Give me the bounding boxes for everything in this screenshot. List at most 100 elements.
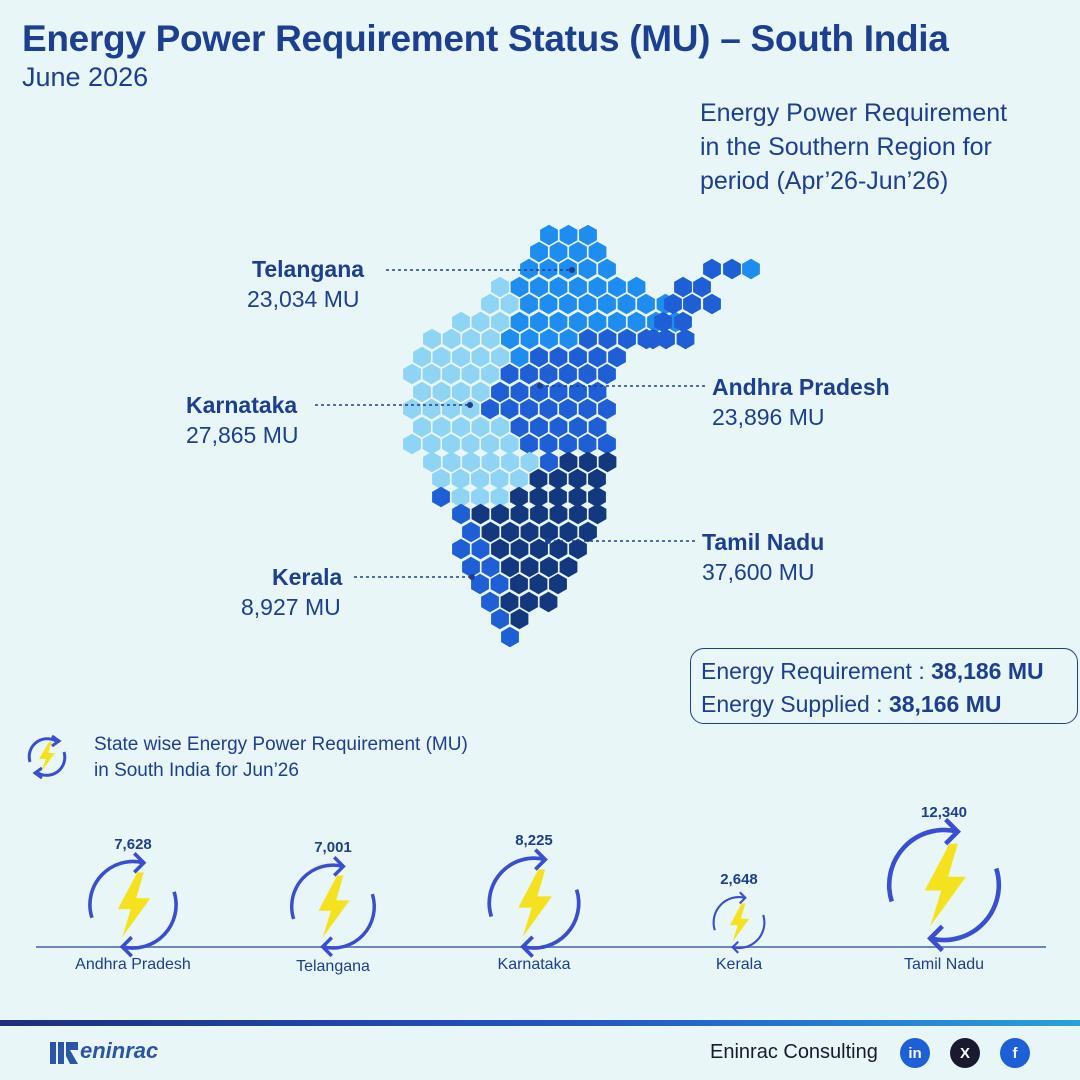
hex-cell-andhra	[569, 346, 587, 368]
hex-cell-tamil	[491, 538, 509, 560]
hex-cell-telangana	[559, 328, 578, 350]
hex-cell-andhra	[664, 293, 682, 315]
hex-cell-karnataka	[422, 433, 441, 455]
hex-cell-andhra	[569, 381, 587, 403]
hex-cell-andhra	[549, 381, 568, 403]
hex-cell-karnataka	[471, 311, 490, 333]
eninrac-logo-icon	[50, 1042, 78, 1064]
hex-cell-andhra	[539, 363, 558, 385]
hex-cell-karnataka	[490, 468, 509, 490]
hex-cell-tamil	[501, 521, 519, 543]
facebook-icon[interactable]: f	[1000, 1038, 1030, 1068]
hex-cell-telangana	[520, 293, 538, 315]
hex-cell-tamil	[500, 591, 519, 613]
leader-dot-telangana	[569, 267, 575, 273]
leader-dot-kerala	[469, 574, 475, 580]
hex-cell-karnataka	[500, 293, 519, 315]
state-name-telangana: Telangana	[252, 256, 365, 282]
hex-cell-tamil	[529, 486, 548, 508]
hex-cell-tamil	[520, 556, 539, 578]
hex-cell-karnataka	[423, 328, 441, 350]
hex-cell-karnataka	[491, 276, 509, 298]
hex-cell-andhra	[510, 416, 529, 438]
hex-cell-karnataka	[452, 346, 470, 368]
hex-cell-tamil	[588, 503, 607, 525]
hex-cell-andhra	[540, 451, 558, 473]
hex-cell-karnataka	[471, 468, 489, 490]
label-karnataka: Karnataka	[186, 392, 297, 419]
energy-supplied-label: Energy Supplied :	[701, 691, 889, 717]
hex-cell-telangana	[540, 328, 558, 350]
state-value-karnataka: 27,865 MU	[186, 422, 299, 448]
hex-cell-andhra	[618, 328, 636, 350]
hex-cell-telangana	[540, 224, 558, 246]
hex-cell-andhra	[452, 538, 470, 560]
hex-cell-tamil	[510, 538, 529, 560]
hex-cell-tamil	[568, 468, 587, 490]
hex-cell-tamil	[510, 503, 529, 525]
hex-cell-andhra	[674, 311, 692, 333]
hex-cell-andhra	[703, 258, 721, 280]
hex-cell-tamil	[540, 521, 558, 543]
summary-box: Energy Requirement : 38,186 MU Energy Su…	[690, 648, 1078, 724]
label-telangana: Telangana	[252, 256, 364, 283]
hex-cell-andhra	[520, 398, 538, 420]
hex-cell-tamil	[510, 608, 529, 630]
hex-cell-telangana	[588, 311, 607, 333]
section-title: State wise Energy Power Requirement (MU)…	[94, 732, 468, 784]
hex-cell-andhra	[569, 416, 587, 438]
hex-cell-andhra	[598, 433, 616, 455]
hex-cell-telangana	[627, 276, 646, 298]
hex-cell-karnataka	[422, 398, 441, 420]
hex-cell-karnataka	[520, 451, 539, 473]
hex-cell-karnataka	[510, 468, 528, 490]
hex-cell-tamil	[569, 538, 587, 560]
state-name-karnataka: Karnataka	[186, 392, 298, 418]
x-icon[interactable]: X	[950, 1038, 980, 1068]
hex-cell-andhra	[608, 346, 626, 368]
state-name-tamil: Tamil Nadu	[702, 529, 825, 555]
linkedin-icon[interactable]: in	[900, 1038, 930, 1068]
hex-cell-karnataka	[432, 346, 451, 368]
hex-cell-andhra	[578, 398, 597, 420]
hex-cell-tamil	[510, 573, 528, 595]
leader-dot-karnataka	[467, 402, 473, 408]
hex-cell-tamil	[491, 503, 509, 525]
hex-cell-andhra	[462, 556, 480, 578]
hex-cell-telangana	[579, 224, 597, 246]
hex-cell-karnataka	[413, 416, 431, 438]
hex-cell-andhra	[462, 521, 480, 543]
hex-cell-andhra	[490, 573, 509, 595]
hex-cell-telangana	[608, 276, 626, 298]
hex-cell-telangana	[510, 276, 529, 298]
hex-cell-telangana	[569, 276, 587, 298]
hex-cell-telangana	[539, 293, 558, 315]
hex-cell-andhra	[491, 381, 509, 403]
hex-cell-tamil	[529, 573, 548, 595]
hex-cell-andhra	[598, 363, 616, 385]
hex-cell-karnataka	[461, 363, 480, 385]
hex-cell-telangana	[578, 258, 597, 280]
hex-cell-andhra	[588, 381, 607, 403]
hex-cell-andhra	[703, 293, 721, 315]
hex-cell-andhra	[693, 276, 711, 298]
brand-name: Eninrac Consulting	[710, 1041, 878, 1063]
hex-cell-tamil	[568, 486, 587, 508]
hex-cell-karnataka	[442, 398, 460, 420]
hex-cell-andhra	[539, 433, 558, 455]
hex-cell-tamil	[520, 591, 538, 613]
hex-cell-tamil	[549, 538, 568, 560]
hex-cell-karnataka	[471, 416, 490, 438]
value-andhra-wrap: 23,896 MU	[712, 404, 825, 431]
hex-cell-telangana	[530, 241, 548, 263]
page-subtitle: June 2026	[22, 62, 149, 92]
hex-cell-andhra	[559, 363, 577, 385]
hex-cell-telangana	[569, 311, 587, 333]
hex-cell-karnataka	[442, 328, 461, 350]
logo-text: eninrac	[80, 1038, 159, 1063]
hex-cell-andhra	[500, 363, 519, 385]
hex-cell-karnataka	[403, 363, 421, 385]
hex-cell-karnataka	[481, 433, 499, 455]
hex-cell-karnataka	[442, 433, 460, 455]
hex-cell-tamil	[579, 451, 597, 473]
